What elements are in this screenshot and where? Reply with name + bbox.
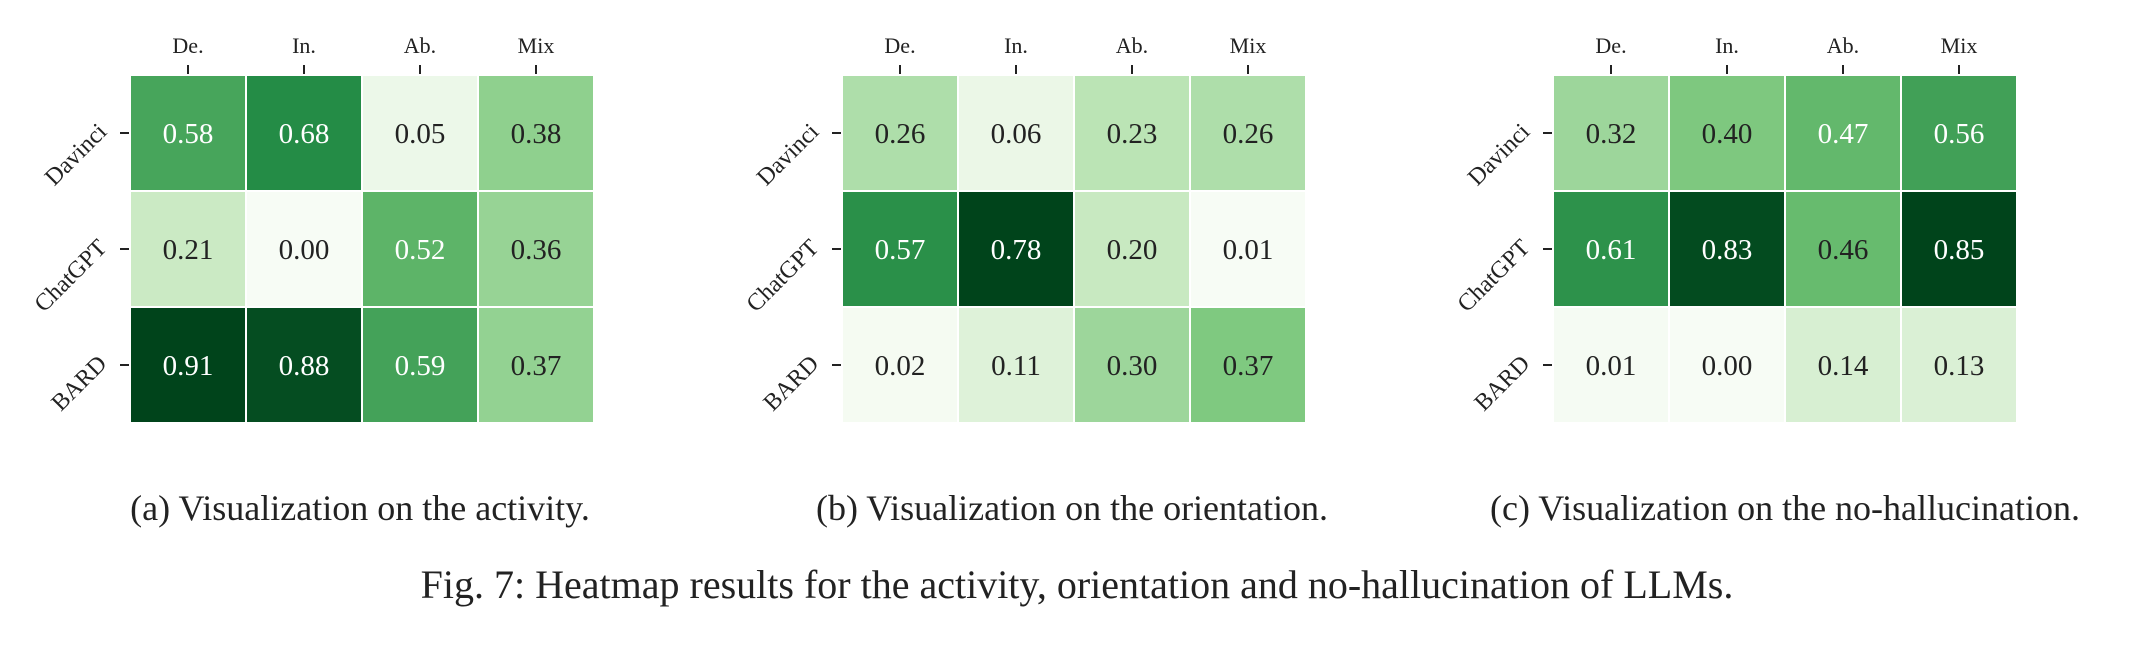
cell-value-label: 0.37 bbox=[1223, 350, 1274, 382]
figure-caption: Fig. 7: Heatmap results for the activity… bbox=[421, 562, 1734, 607]
heatmap-cell bbox=[129, 306, 247, 424]
heatmap-panel-2: 0.26 0.06 0.23 0.26 0.57 0.78 0.20 0.01 0.02 0.11… bbox=[742, 33, 1328, 528]
column-label: De. bbox=[1595, 33, 1626, 58]
heatmap-cell bbox=[129, 74, 247, 192]
heatmap-cell bbox=[245, 306, 363, 424]
heatmap-panels: 0.58 0.68 0.05 0.38 0.21 0.00 0.52 0.36 0.91 0.88… bbox=[30, 33, 2080, 528]
heatmap-cell bbox=[1784, 306, 1902, 424]
heatmap-cell bbox=[1189, 306, 1307, 424]
heatmap-cell bbox=[1552, 306, 1670, 424]
heatmap-cell bbox=[477, 190, 595, 308]
cell-value-label: 0.32 bbox=[1586, 118, 1637, 150]
heatmap-cell bbox=[1552, 190, 1670, 308]
heatmap-cell bbox=[477, 74, 595, 192]
column-label: Ab. bbox=[1827, 33, 1859, 58]
column-label: Mix bbox=[1230, 33, 1267, 58]
cell-value-label: 0.47 bbox=[1818, 118, 1869, 150]
heatmap-cell bbox=[1189, 74, 1307, 192]
cell-value-label: 0.68 bbox=[279, 118, 330, 150]
column-label: De. bbox=[172, 33, 203, 58]
heatmap-cell bbox=[841, 306, 959, 424]
row-label: ChatGPT bbox=[1453, 235, 1536, 318]
row-label: Davinci bbox=[40, 119, 112, 191]
cell-value-label: 0.11 bbox=[991, 350, 1041, 382]
cell-value-label: 0.13 bbox=[1934, 350, 1985, 382]
column-label: In. bbox=[1004, 33, 1028, 58]
row-label: Davinci bbox=[1463, 119, 1535, 191]
heatmap-cell bbox=[1073, 74, 1191, 192]
column-label: In. bbox=[1715, 33, 1739, 58]
cell-value-label: 0.52 bbox=[395, 234, 446, 266]
heatmap-cell bbox=[957, 306, 1075, 424]
heatmap-cell bbox=[1668, 74, 1786, 192]
subfigure-caption: (c) Visualization on the no-hallucinatio… bbox=[1490, 488, 2080, 528]
cell-value-label: 0.56 bbox=[1934, 118, 1985, 150]
cell-value-label: 0.38 bbox=[511, 118, 562, 150]
column-label: Ab. bbox=[1116, 33, 1148, 58]
heatmap-cell bbox=[1900, 74, 2018, 192]
column-label: In. bbox=[292, 33, 316, 58]
heatmap-panel-3: 0.32 0.40 0.47 0.56 0.61 0.83 0.46 0.85 0.01 0.00… bbox=[1453, 33, 2080, 528]
heatmap-cell bbox=[245, 74, 363, 192]
cell-value-label: 0.57 bbox=[875, 234, 926, 266]
row-label: BARD bbox=[47, 351, 113, 417]
column-label: Ab. bbox=[404, 33, 436, 58]
column-label: Mix bbox=[518, 33, 555, 58]
cell-value-label: 0.83 bbox=[1702, 234, 1753, 266]
cell-value-label: 0.40 bbox=[1702, 118, 1753, 150]
heatmap-cell bbox=[1668, 190, 1786, 308]
cell-value-label: 0.58 bbox=[163, 118, 214, 150]
column-label: De. bbox=[884, 33, 915, 58]
row-label: ChatGPT bbox=[30, 235, 113, 318]
cell-value-label: 0.30 bbox=[1107, 350, 1158, 382]
heatmap-cell bbox=[1552, 74, 1670, 192]
cell-value-label: 0.46 bbox=[1818, 234, 1869, 266]
cell-value-label: 0.36 bbox=[511, 234, 562, 266]
heatmap-cell bbox=[957, 74, 1075, 192]
cell-value-label: 0.26 bbox=[1223, 118, 1274, 150]
subfigure-caption: (a) Visualization on the activity. bbox=[130, 488, 590, 528]
cell-value-label: 0.21 bbox=[163, 234, 214, 266]
row-label: BARD bbox=[759, 351, 825, 417]
row-label: Davinci bbox=[752, 119, 824, 191]
heatmap-cell bbox=[841, 190, 959, 308]
cell-value-label: 0.20 bbox=[1107, 234, 1158, 266]
heatmap-cell bbox=[841, 74, 959, 192]
cell-value-label: 0.06 bbox=[991, 118, 1042, 150]
heatmap-panel-1: 0.58 0.68 0.05 0.38 0.21 0.00 0.52 0.36 0.91 0.88… bbox=[30, 33, 595, 528]
heatmap-cell bbox=[1900, 306, 2018, 424]
heatmap-cell bbox=[245, 190, 363, 308]
cell-value-label: 0.26 bbox=[875, 118, 926, 150]
cell-value-label: 0.37 bbox=[511, 350, 562, 382]
cell-value-label: 0.01 bbox=[1223, 234, 1274, 266]
heatmap-cell bbox=[1073, 306, 1191, 424]
cell-value-label: 0.59 bbox=[395, 350, 446, 382]
cell-value-label: 0.01 bbox=[1586, 350, 1637, 382]
heatmap-cell bbox=[1668, 306, 1786, 424]
subfigure-caption: (b) Visualization on the orientation. bbox=[816, 488, 1328, 528]
cell-value-label: 0.00 bbox=[1702, 350, 1753, 382]
cell-value-label: 0.91 bbox=[163, 350, 214, 382]
cell-value-label: 0.85 bbox=[1934, 234, 1985, 266]
cell-value-label: 0.02 bbox=[875, 350, 926, 382]
heatmap-cell bbox=[1784, 74, 1902, 192]
cell-value-label: 0.88 bbox=[279, 350, 330, 382]
cell-value-label: 0.00 bbox=[279, 234, 330, 266]
cell-value-label: 0.14 bbox=[1818, 350, 1869, 382]
row-label: ChatGPT bbox=[742, 235, 825, 318]
cell-value-label: 0.05 bbox=[395, 118, 446, 150]
heatmap-cell bbox=[361, 74, 479, 192]
column-label: Mix bbox=[1941, 33, 1978, 58]
cell-value-label: 0.23 bbox=[1107, 118, 1158, 150]
cell-value-label: 0.61 bbox=[1586, 234, 1637, 266]
row-label: BARD bbox=[1470, 351, 1536, 417]
heatmap-cell bbox=[1073, 190, 1191, 308]
heatmap-cell bbox=[1784, 190, 1902, 308]
cell-value-label: 0.78 bbox=[991, 234, 1042, 266]
heatmap-cell bbox=[477, 306, 595, 424]
